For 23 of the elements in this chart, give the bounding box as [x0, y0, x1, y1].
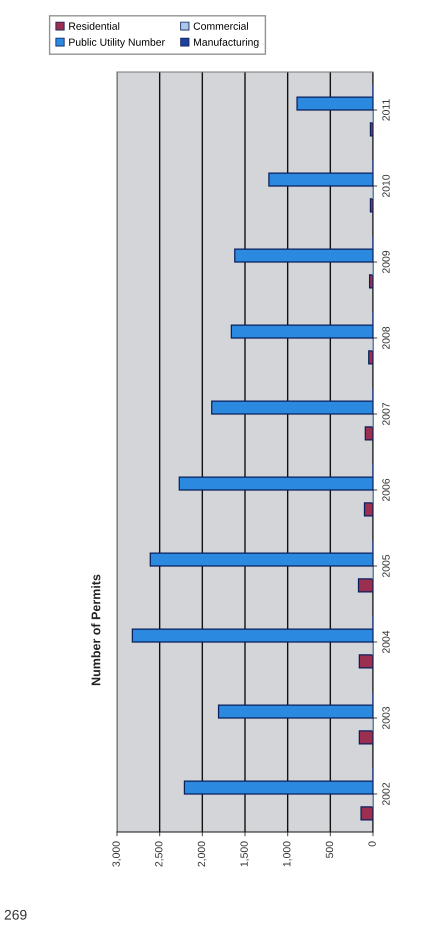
x-tick-label: 500 — [326, 841, 334, 858]
x-tick-label: 1,500 — [240, 841, 250, 866]
y-tick-label: 2004 — [382, 630, 390, 654]
y-tick-label: 2011 — [382, 99, 390, 121]
legend-label: Public Utility Number — [69, 38, 165, 48]
y-tick-label: 2007 — [382, 402, 390, 426]
x-tick-label: 1,000 — [283, 841, 292, 866]
y-tick-label: 2002 — [382, 782, 390, 806]
y-tick-label: 2010 — [382, 174, 390, 198]
legend-label: Manufacturing — [194, 38, 258, 48]
y-tick-label: 2008 — [382, 326, 390, 350]
x-tick-label: 2,500 — [155, 841, 164, 867]
x-tick-label: 3,000 — [112, 841, 122, 867]
legend-label: Commercial — [194, 22, 248, 30]
x-tick-label: 2,000 — [198, 841, 206, 867]
y-tick-label: 2003 — [382, 706, 390, 730]
y-tick-label: 2005 — [382, 554, 390, 578]
text: 269 — [4, 910, 27, 920]
x-tick-label: 0 — [368, 841, 376, 846]
y-tick-label: 2006 — [382, 478, 390, 502]
y-tick-label: 2009 — [382, 250, 390, 274]
text: Number of Permits — [91, 574, 100, 686]
legend-label: Residential — [69, 22, 120, 30]
